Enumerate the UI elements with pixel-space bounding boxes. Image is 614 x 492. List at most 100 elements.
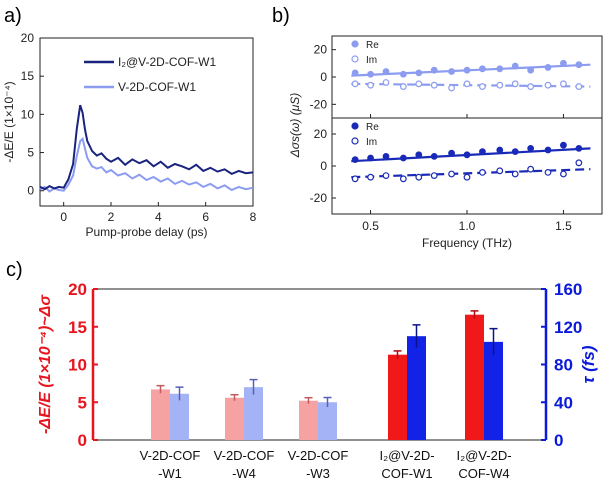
data-point-bottom-im	[527, 165, 535, 173]
category-label: I₂@V-2D-	[379, 448, 434, 463]
data-point-top-re	[479, 65, 486, 73]
data-point-bottom-im	[463, 173, 471, 181]
y-axis-label: Δσs(ω) (μS)	[288, 93, 302, 159]
panel-label-a: a)	[4, 5, 22, 27]
legend-marker	[351, 137, 359, 145]
category-label: COF-W1	[381, 466, 432, 481]
data-point-top-re	[511, 62, 519, 70]
category-label: V-2D-COF	[214, 448, 275, 463]
data-point-top-im	[544, 81, 552, 89]
data-point-top-im	[511, 80, 519, 88]
right-tick-label: 40	[554, 393, 573, 412]
y-tick-label: 20	[21, 31, 35, 45]
series-line-v-2d-cof-w1	[39, 136, 254, 193]
y-tick-label: 0	[27, 184, 34, 198]
data-point-bottom-re	[496, 146, 504, 154]
data-point-bottom-re	[367, 154, 374, 162]
data-point-bottom-re	[399, 154, 407, 162]
data-point-bottom-im	[479, 168, 486, 176]
data-point-top-re	[448, 68, 455, 75]
data-point-bottom-re	[544, 146, 552, 154]
x-tick-label: 8	[250, 210, 257, 224]
legend-label: Im	[366, 55, 377, 66]
panel-label-c: c)	[6, 259, 23, 281]
y-tick-label: 0	[320, 70, 327, 84]
data-point-bottom-re	[430, 152, 438, 160]
data-point-top-im	[399, 83, 407, 90]
data-point-top-re	[544, 64, 552, 71]
category-label: -W1	[158, 466, 182, 481]
data-point-bottom-re	[479, 148, 486, 156]
left-tick-label: 5	[78, 393, 87, 412]
data-point-bottom-im	[575, 159, 583, 167]
data-point-top-re	[560, 59, 567, 67]
data-point-bottom-re	[575, 144, 583, 152]
data-point-bottom-re	[527, 144, 535, 152]
left-tick-label: 0	[78, 431, 87, 450]
data-point-top-im	[527, 83, 535, 90]
data-point-bottom-re	[511, 148, 519, 156]
data-point-bottom-im	[351, 175, 359, 183]
data-point-bottom-im	[511, 170, 519, 178]
data-point-bottom-re	[415, 151, 423, 159]
data-point-top-im	[560, 80, 567, 88]
legend-marker	[351, 40, 359, 48]
y-tick-label: -20	[310, 97, 328, 111]
data-point-top-re	[351, 69, 359, 77]
data-point-bottom-re	[463, 151, 471, 159]
y-tick-label: 10	[21, 107, 35, 121]
legend-marker	[351, 55, 359, 63]
data-point-top-im	[430, 81, 438, 89]
data-point-bottom-im	[367, 173, 374, 181]
data-point-bottom-im	[544, 168, 552, 176]
plot-frame	[39, 37, 254, 207]
right-axis-label: τ (fs)	[579, 345, 598, 383]
data-point-bottom-im	[430, 172, 438, 180]
bar-tau	[407, 336, 426, 440]
y-tick-label: 0	[320, 159, 327, 173]
x-tick-label: 0.5	[362, 219, 379, 233]
panel-c-bar-chart: 0 5 10 15 20 0 40 80 120 160 -ΔE/E (1×10⁻⁴)~Δσ τ (f…	[37, 280, 598, 481]
data-point-top-re	[367, 70, 374, 78]
category-label: V-2D-COF	[140, 448, 201, 463]
data-point-bottom-re	[382, 152, 390, 160]
legend-label: V-2D-COF-W1	[118, 80, 196, 94]
legend-label: Re	[366, 122, 379, 133]
bar-tau	[484, 341, 503, 440]
data-point-bottom-re	[448, 149, 455, 157]
x-axis-label: Frequency (THz)	[422, 236, 512, 250]
x-tick-label: 2	[108, 210, 115, 224]
data-point-top-re	[399, 70, 407, 78]
data-point-top-im	[382, 79, 390, 86]
category-label: COF-W4	[458, 466, 509, 481]
bar-delta-e	[151, 389, 170, 440]
category-label: V-2D-COF	[288, 448, 349, 463]
x-tick-label: 1.0	[459, 219, 476, 233]
data-point-bottom-im	[560, 170, 567, 178]
data-point-bottom-re	[560, 141, 567, 149]
data-point-top-re	[527, 66, 535, 74]
data-point-top-re	[575, 61, 583, 69]
data-point-bottom-im	[382, 172, 390, 180]
legend-marker	[351, 122, 359, 130]
left-axis-label: -ΔE/E (1×10⁻⁴)~Δσ	[37, 294, 54, 434]
data-point-top-re	[430, 66, 438, 74]
y-tick-label: 20	[314, 127, 328, 141]
x-tick-label: 1.5	[555, 219, 572, 233]
data-point-top-re	[415, 69, 423, 77]
panel-b-scatter-chart: -20 0 20 Re Im -20 0 20 Re Im 0.5 1.0 1.5 Frequency (…	[288, 35, 603, 250]
data-point-top-re	[496, 65, 504, 73]
left-tick-label: 20	[68, 280, 87, 299]
data-point-top-re	[382, 68, 390, 75]
x-tick-label: 4	[155, 210, 162, 224]
data-point-bottom-re	[351, 156, 359, 164]
data-point-top-im	[575, 83, 583, 90]
data-point-top-im	[448, 84, 455, 92]
data-point-top-im	[367, 81, 374, 89]
bar-tau	[244, 387, 263, 440]
data-point-bottom-im	[415, 173, 423, 181]
x-tick-label: 6	[202, 210, 209, 224]
right-tick-label: 80	[554, 356, 573, 375]
category-label: I₂@V-2D-	[456, 448, 511, 463]
data-point-top-im	[479, 83, 486, 90]
